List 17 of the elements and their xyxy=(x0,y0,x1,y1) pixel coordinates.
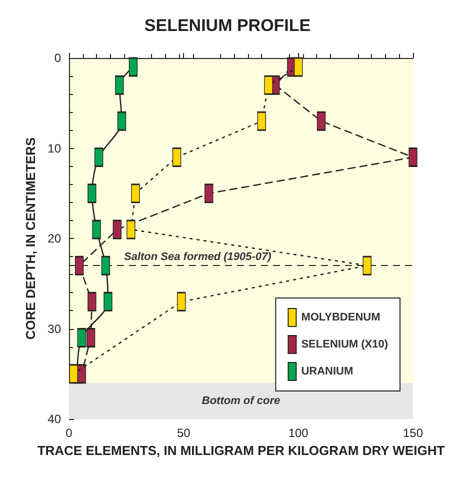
legend-label: MOLYBDENUM xyxy=(301,312,380,324)
y-tick-label: 20 xyxy=(48,232,62,246)
x-axis-title: TRACE ELEMENTS, IN MILLIGRAM PER KILOGRAM DRY WEIGHT xyxy=(37,442,445,458)
x-tick-label: 0 xyxy=(66,426,73,440)
chart-title: SELENIUM PROFILE xyxy=(144,16,311,35)
x-tick-label: 100 xyxy=(288,426,309,440)
legend-label: SELENIUM (X10) xyxy=(301,338,388,350)
y-axis-title: CORE DEPTH, IN CENTIMETERS xyxy=(22,137,38,340)
y-tick-label: 10 xyxy=(48,141,62,156)
y-tick-label: 40 xyxy=(48,412,62,426)
legend-label: URANIUM xyxy=(301,366,354,378)
x-tick-label: 50 xyxy=(176,426,191,440)
y-tick-label: 30 xyxy=(48,322,62,336)
y-tick-label: 0 xyxy=(54,51,62,65)
band-label: Bottom of core xyxy=(202,394,280,407)
ref-line-label: Salton Sea formed (1905-07) xyxy=(124,251,272,264)
x-tick-label: 150 xyxy=(402,426,424,440)
